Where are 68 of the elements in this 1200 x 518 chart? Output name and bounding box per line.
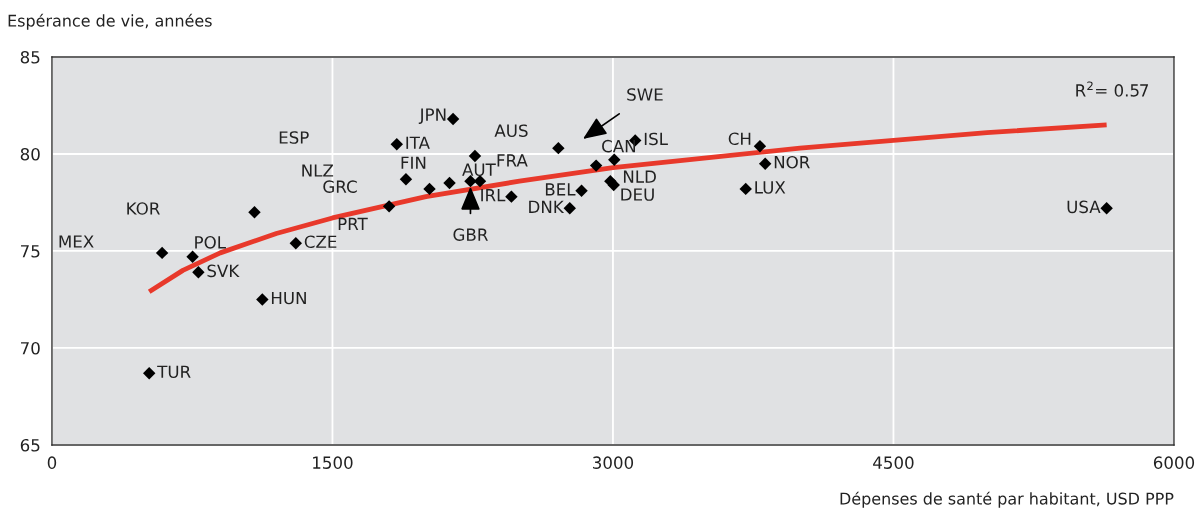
point: [142, 366, 156, 380]
point: [186, 250, 199, 263]
annotation: DEU: [621, 188, 654, 201]
annotation: KOR: [127, 202, 160, 215]
annotation: PRT: [338, 217, 368, 230]
annotation: NLZ: [302, 164, 334, 177]
annotation: CAN: [602, 139, 635, 153]
point: [248, 205, 261, 219]
point: [1100, 202, 1113, 215]
annotation: R$^{2}$= 0.57: [1076, 81, 1149, 97]
point: [399, 172, 413, 186]
annotation: DNK: [529, 200, 565, 213]
annotation: BEL: [545, 183, 576, 196]
point: [607, 178, 620, 192]
annotation: HUN: [271, 291, 306, 305]
y-axis-title: Espérance de vie, années: [8, 13, 212, 30]
annotation: AUT: [462, 163, 496, 176]
x-tick-label: 6000: [1153, 456, 1195, 469]
point: [390, 138, 403, 151]
annotation: GBR: [453, 228, 488, 241]
annotation: FRA: [497, 154, 528, 167]
x-axis-title: Dépenses de santé par habitant, USD PPP: [840, 491, 1174, 508]
point: [382, 200, 396, 213]
point: [446, 112, 460, 126]
point: [256, 293, 269, 306]
annotation: NOR: [774, 155, 810, 169]
annotation: POL: [195, 236, 226, 249]
annotation: LUX: [755, 181, 786, 194]
y-tick-label: 75: [21, 245, 40, 258]
annotation: ITA: [406, 136, 430, 149]
point: [753, 140, 767, 153]
annotation: CH: [728, 132, 751, 146]
point: [443, 176, 456, 190]
point: [739, 182, 752, 196]
annotation: SWE: [627, 88, 663, 101]
annotation: ISL: [644, 132, 668, 146]
point: [589, 159, 603, 172]
annotation: JPN: [418, 108, 446, 124]
x-tick-label: 1500: [313, 456, 353, 469]
point: [155, 246, 169, 260]
point: [608, 153, 621, 167]
point: [192, 266, 205, 279]
y-tick-label: 85: [20, 50, 40, 64]
point: [563, 202, 576, 215]
y-tick-label: 80: [20, 147, 40, 161]
point: [505, 190, 518, 203]
annotation: USA: [1067, 200, 1101, 214]
annotation: ESP: [279, 131, 309, 144]
annotation: FIN: [401, 156, 426, 169]
point: [758, 157, 772, 170]
x-tick-label: 0: [47, 456, 57, 469]
annotation: TUR: [157, 365, 191, 379]
annotation: IRL: [481, 189, 506, 202]
point: [289, 237, 303, 250]
point: [468, 149, 482, 163]
annotation: NLD: [623, 170, 656, 183]
y-tick-label: 70: [21, 341, 40, 355]
point: [423, 182, 436, 196]
x-tick-label: 4500: [873, 456, 914, 469]
x-tick-label: 3000: [593, 456, 634, 469]
y-tick-label: 65: [20, 438, 40, 452]
point: [552, 141, 565, 155]
annotation: CZE: [304, 235, 337, 249]
annotation: AUS: [494, 124, 528, 137]
point: [575, 184, 588, 198]
annotation: MEX: [59, 235, 94, 248]
annotation: GRC: [323, 180, 357, 193]
annotation: SVK: [207, 264, 240, 278]
